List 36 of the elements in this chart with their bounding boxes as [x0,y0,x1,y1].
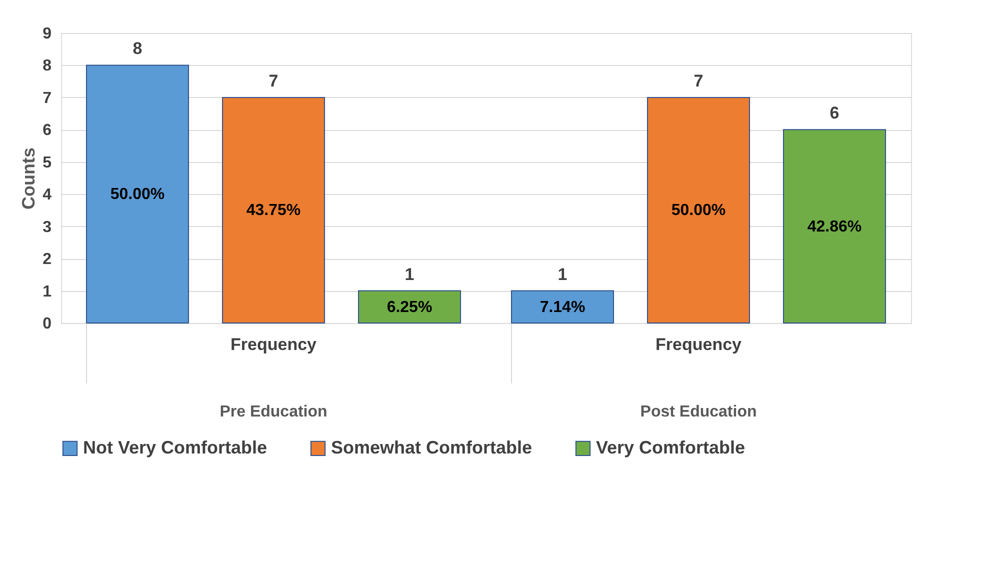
y-axis-title: Counts [18,148,39,210]
legend-label: Somewhat Comfortable [331,437,532,458]
y-tick-label: 0 [42,316,52,332]
annotation: 50.00% [110,186,165,204]
annotation: 42.86% [807,218,862,236]
bar [222,96,325,324]
y-tick-label: 6 [42,122,52,140]
data-label: 7 [268,71,278,90]
legend-label: Not Very Comfortable [83,437,268,458]
data-label: 1 [558,264,568,284]
annotation: 50.00% [671,202,726,220]
y-tick-label: 8 [42,58,52,75]
y-tick-label: 4 [42,186,52,204]
data-label: 6 [830,104,840,123]
bar [647,96,750,324]
y-tick-label: 9 [42,26,52,42]
bar [783,129,886,324]
y-tick-label: 1 [42,283,52,300]
bar [511,290,614,324]
x-tick-label: Pre Education [220,404,328,420]
bar [358,290,461,324]
text: Frequency [230,335,318,354]
y-tick-label: 2 [42,251,52,268]
y-tick-label: 5 [42,154,52,172]
y-tick-label: 7 [42,90,52,107]
x-tick-label: Post Education [640,404,757,420]
annotation: 43.75% [246,202,301,220]
data-label: 7 [694,71,704,90]
bar [86,64,189,324]
data-label: 8 [132,39,142,58]
annotation: 7.14% [540,298,586,316]
text: Frequency [656,335,742,354]
y-tick-label: 3 [42,218,52,236]
annotation: 6.25% [386,298,432,316]
data-label: 1 [404,264,414,284]
legend-label: Very Comfortable [596,437,746,458]
